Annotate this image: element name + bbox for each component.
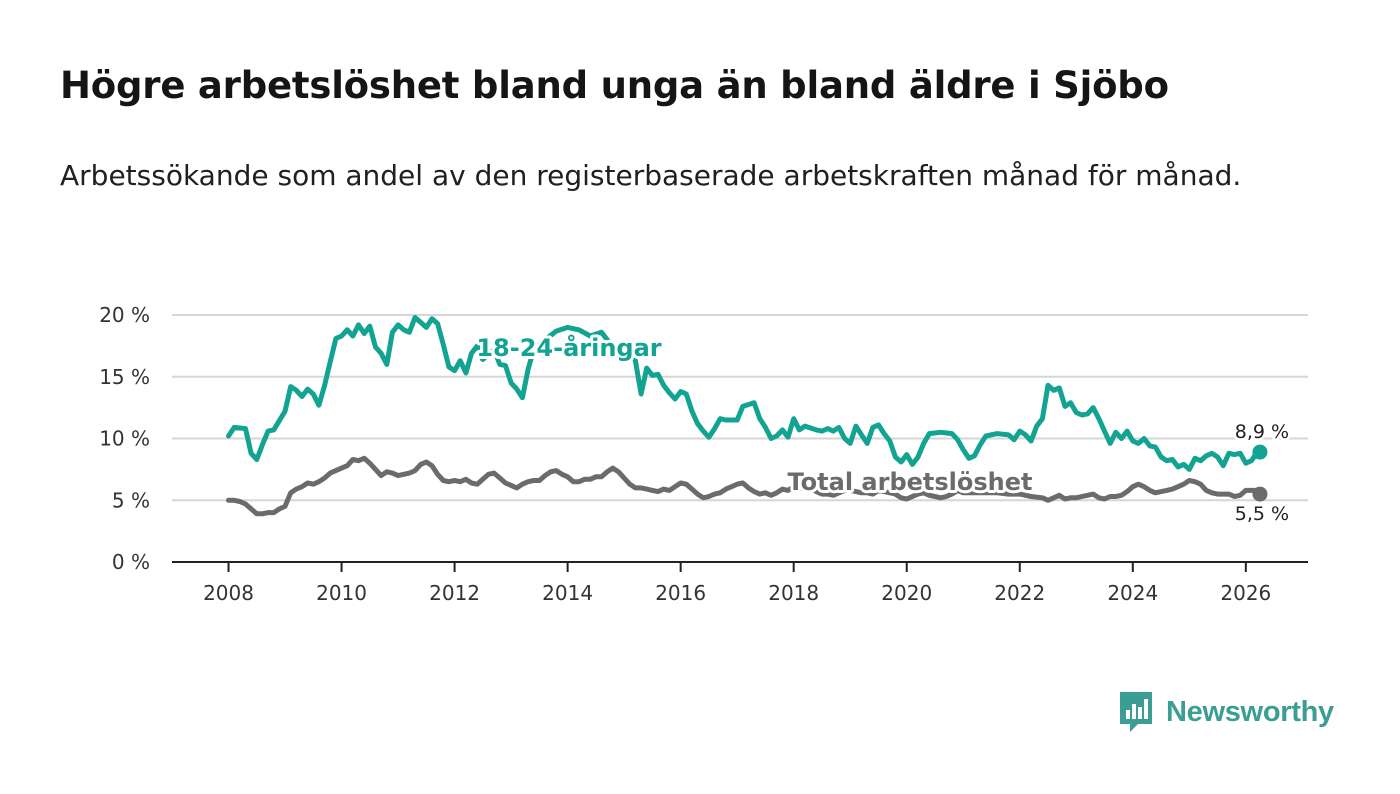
chart-subtitle: Arbetssökande som andel av den registerb… (60, 159, 1242, 192)
x-tick-label: 2008 (203, 581, 254, 605)
y-tick-label: 0 % (112, 550, 150, 574)
total-series-line (226, 455, 1263, 517)
brand-name: Newsworthy (1166, 695, 1334, 728)
newsworthy-logo-icon (1120, 692, 1152, 732)
x-tick-label: 2012 (429, 581, 480, 605)
x-tick-label: 2014 (542, 581, 593, 605)
y-tick-label: 10 % (99, 427, 150, 451)
total-end-value-label: 5,5 % (1235, 503, 1289, 525)
y-tick-label: 20 % (99, 303, 150, 327)
youth-series-line (226, 315, 1263, 472)
chart-title: Högre arbetslöshet bland unga än bland ä… (60, 64, 1169, 107)
youth-end-point (1252, 444, 1268, 460)
youth-end-value-label: 8,9 % (1235, 421, 1289, 443)
x-tick-label: 2026 (1220, 581, 1271, 605)
series-lines (226, 315, 1268, 517)
y-tick-label: 5 % (112, 488, 150, 512)
x-tick-label: 2024 (1107, 581, 1158, 605)
total-end-point (1252, 486, 1268, 502)
x-tick-label: 2010 (316, 581, 367, 605)
x-tick-label: 2016 (655, 581, 706, 605)
chart-labels: 8,9 % 5,5 % 18-24-åringar Total arbetslöshe… (473, 330, 1291, 528)
axes: 0 % 5 % 10 % 15 % 20 % 2008 2010 2012 2014 2016 20… (99, 303, 1308, 605)
x-tick-label: 2022 (994, 581, 1045, 605)
newsworthy-logo[interactable]: Newsworthy (1118, 690, 1334, 734)
x-tick-label: 2020 (881, 581, 932, 605)
youth-series-label: 18-24-åringar (476, 333, 661, 362)
y-tick-label: 15 % (99, 365, 150, 389)
total-series-label: Total arbetslöshet (787, 468, 1032, 496)
x-tick-label: 2018 (768, 581, 819, 605)
